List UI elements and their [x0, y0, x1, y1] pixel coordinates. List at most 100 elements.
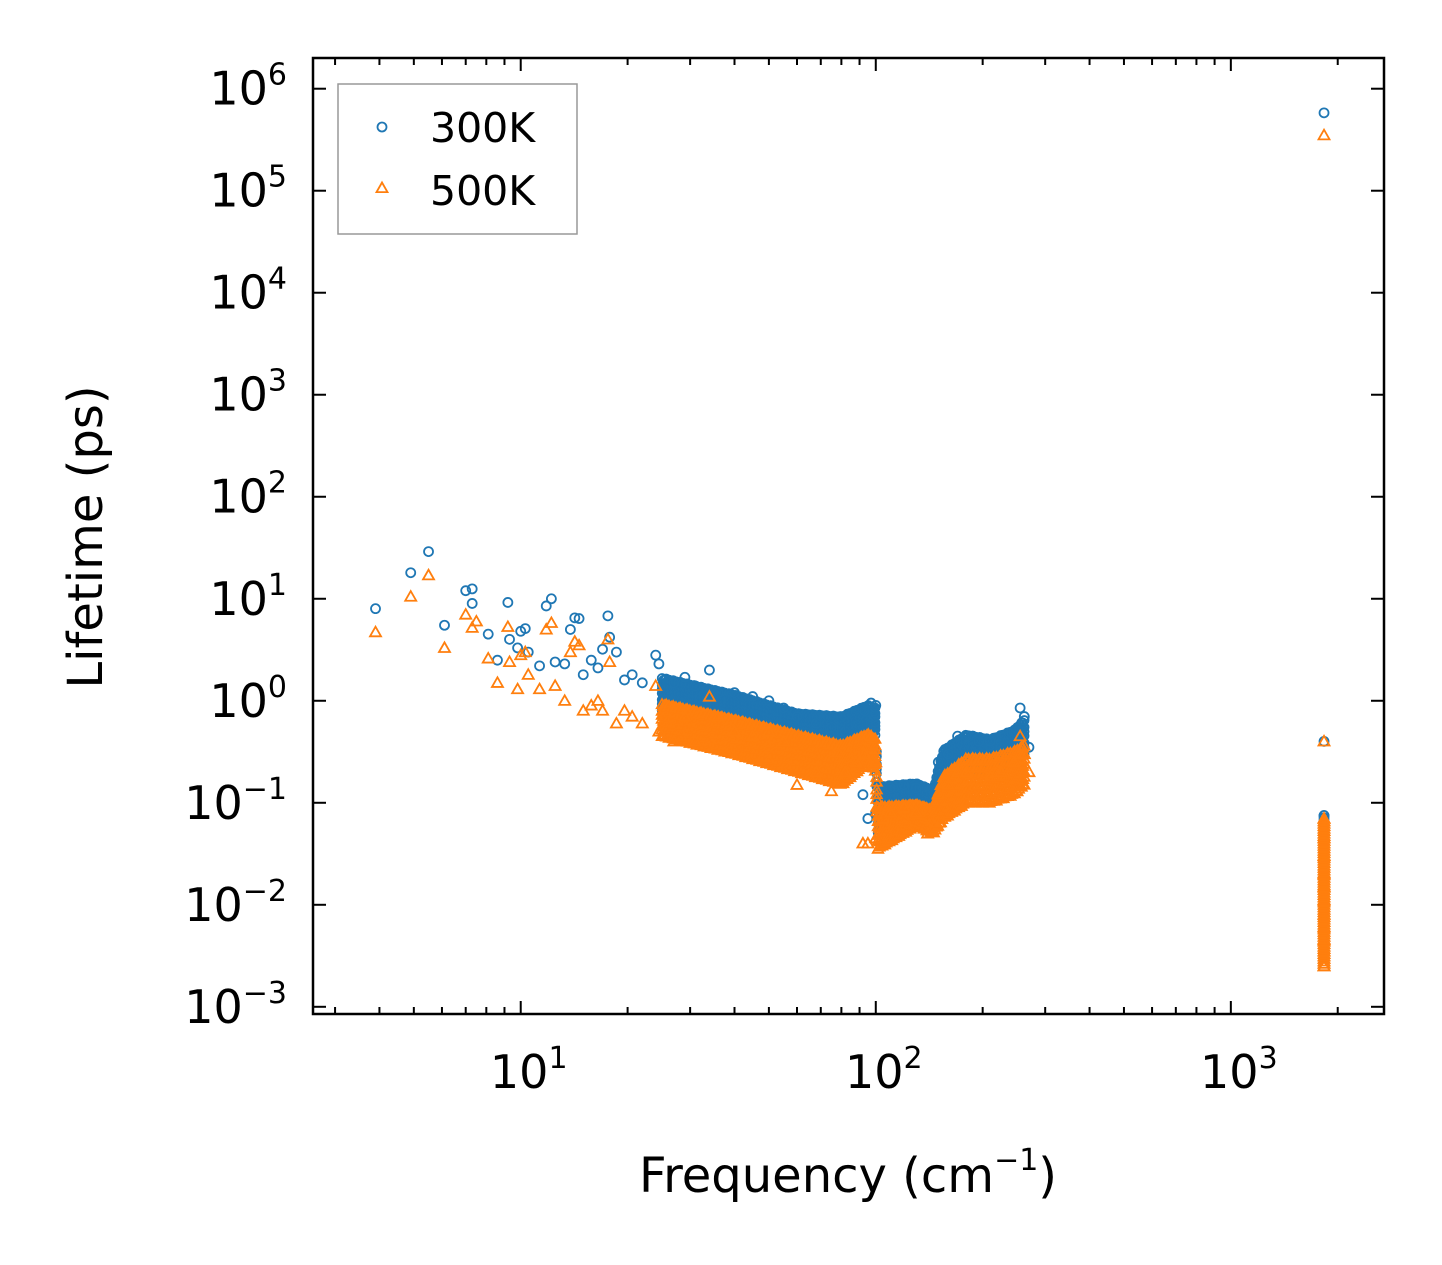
band-point-300k [1019, 715, 1030, 726]
data-point-500k [469, 614, 484, 627]
y-tick-label-base: 10 [209, 62, 268, 116]
data-point-300k [534, 660, 545, 672]
x-tick-label-exponent: 2 [904, 1041, 923, 1076]
data-point-500k [849, 754, 864, 768]
data-point-300k [545, 593, 557, 605]
data-point-300k [859, 705, 870, 717]
data-point-500k [745, 728, 760, 742]
data-point-500k [617, 703, 632, 716]
y-tick-label-base: 10 [184, 878, 243, 932]
data-point-500k [1006, 754, 1022, 768]
band-point-500k [868, 731, 882, 744]
data-point-300k [668, 677, 680, 689]
band-point-500k [868, 749, 882, 761]
data-point-500k [532, 681, 547, 695]
x-tick-label-base: 10 [845, 1045, 904, 1099]
data-point-500k [983, 769, 998, 782]
data-point-500k [548, 678, 563, 691]
data-point-500k [711, 709, 726, 722]
data-point-300k [439, 619, 450, 631]
data-point-300k [704, 664, 715, 676]
data-point-300k [689, 680, 701, 692]
y-tick-label-exponent: −1 [243, 772, 287, 807]
y-tick-label: 102 [209, 466, 287, 524]
data-point-300k [626, 669, 638, 681]
data-point-500k [635, 716, 650, 729]
plot-frame [311, 56, 1386, 1016]
data-point-500k [1013, 728, 1028, 742]
data-point-300k [1318, 107, 1330, 119]
data-point-300k [611, 646, 622, 658]
data-point-300k [602, 610, 614, 622]
y-tick-label: 101 [209, 568, 287, 626]
data-point-500k [883, 805, 898, 818]
data-point-500k [776, 734, 791, 747]
data-point-500k [931, 787, 946, 800]
data-point-300k [862, 813, 874, 824]
x-tick-label: 101 [490, 1041, 568, 1099]
legend-triangle-marker [374, 180, 390, 194]
data-point-500k [625, 709, 640, 722]
data-point-300k [839, 726, 851, 737]
x-axis-label-close: ) [1038, 1148, 1057, 1204]
data-point-300k [932, 756, 944, 768]
y-tick-label-base: 10 [209, 674, 268, 728]
data-point-300k [653, 658, 665, 670]
y-tick-label: 10−1 [184, 772, 287, 830]
y-tick-label-base: 10 [184, 776, 243, 830]
data-point-500k [458, 607, 473, 620]
data-point-300k [1008, 726, 1020, 737]
data-point-500k [421, 567, 436, 581]
data-point-300k [423, 546, 434, 557]
data-point-300k [585, 654, 597, 666]
data-point-500k [920, 826, 935, 839]
data-point-500k [993, 764, 1008, 778]
data-point-500k [950, 764, 965, 778]
y-tick-label: 103 [209, 364, 287, 422]
data-point-300k [973, 735, 985, 747]
legend: 300K 500K [337, 83, 578, 235]
legend-marker-300k [376, 121, 388, 133]
y-tick-label-base: 10 [209, 368, 268, 422]
data-point-500k [490, 675, 505, 688]
x-tick-label-exponent: 1 [548, 1041, 567, 1076]
data-point-500k [727, 724, 742, 737]
data-point-300k [559, 658, 571, 670]
legend-circle-marker [376, 121, 388, 133]
data-point-500k [941, 777, 956, 790]
y-tick-label-exponent: −3 [243, 976, 287, 1011]
y-tick-label-exponent: 5 [268, 160, 287, 195]
data-point-300k [712, 687, 724, 699]
column-point-500k [1316, 811, 1332, 824]
data-point-500k [368, 624, 383, 638]
data-point-300k [961, 730, 972, 742]
data-point-500k [602, 654, 617, 668]
legend-box [337, 83, 578, 235]
x-tick-label-base: 10 [1200, 1045, 1259, 1099]
data-point-500k [959, 764, 974, 778]
data-point-500k [789, 777, 805, 790]
data-point-300k [504, 633, 515, 645]
data-point-300k [636, 677, 648, 689]
y-tick-label-exponent: 6 [268, 58, 287, 93]
data-point-500k [563, 644, 578, 658]
data-point-500k [651, 724, 666, 737]
y-tick-label: 106 [209, 58, 287, 116]
data-point-300k [910, 782, 922, 794]
band-point-500k [869, 770, 884, 782]
y-tick-label-exponent: 0 [268, 670, 287, 705]
data-point-500k [857, 746, 872, 760]
legend-marker-500k [374, 180, 390, 194]
data-point-300k [564, 624, 576, 635]
data-point-300k [482, 628, 494, 640]
data-point-500k [600, 632, 615, 645]
y-tick-label-exponent: 2 [268, 466, 287, 501]
data-point-500k [868, 830, 883, 844]
data-point-300k [577, 669, 589, 681]
data-point-500k [521, 667, 536, 680]
data-point-500k [502, 654, 517, 668]
data-point-300k [540, 600, 552, 612]
data-point-500k [666, 734, 681, 747]
data-point-300k [729, 687, 740, 699]
